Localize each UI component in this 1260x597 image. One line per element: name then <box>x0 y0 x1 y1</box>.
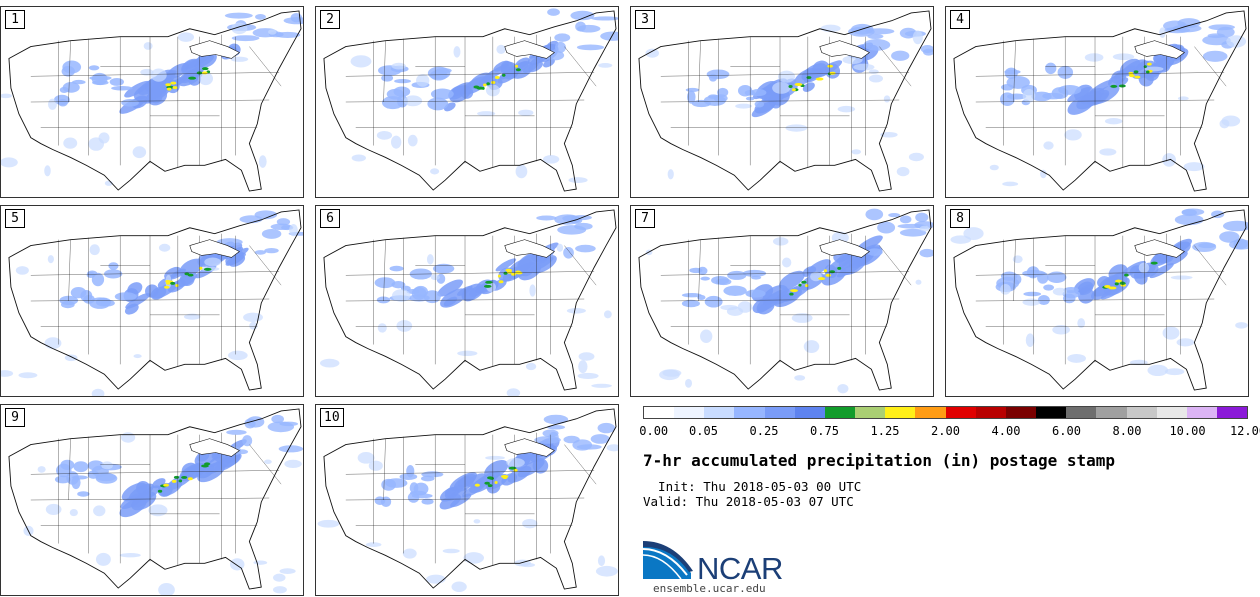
precipitation-map <box>1 206 303 396</box>
precipitation-colorbar <box>643 406 1248 419</box>
colorbar-tick: 0.75 <box>810 424 839 438</box>
precipitation-map <box>946 7 1248 197</box>
colorbar-tick: 10.00 <box>1169 424 1206 438</box>
colorbar-tick: 0.00 <box>639 424 669 438</box>
colorbar-swatch <box>1156 407 1187 418</box>
member-number: 10 <box>320 408 344 427</box>
colorbar-tick: 1.25 <box>870 424 900 438</box>
colorbar-swatch <box>1005 407 1037 418</box>
member-panel-1: 1 <box>0 6 304 198</box>
member-number: 1 <box>5 10 25 29</box>
member-number: 9 <box>5 408 25 427</box>
valid-time: Valid: Thu 2018-05-03 07 UTC <box>643 494 854 509</box>
precipitation-map <box>316 405 618 595</box>
member-panel-3: 3 <box>630 6 934 198</box>
colorbar-tick: 0.25 <box>749 424 779 438</box>
member-panel-2: 2 <box>315 6 619 198</box>
website-url: ensemble.ucar.edu <box>653 582 766 595</box>
colorbar-swatch <box>1096 407 1127 418</box>
colorbar-tick: 6.00 <box>1052 424 1081 438</box>
member-number: 5 <box>5 209 25 228</box>
colorbar-swatch <box>1126 407 1157 418</box>
precipitation-map <box>316 7 618 197</box>
member-panel-6: 6 <box>315 205 619 397</box>
colorbar-swatch <box>915 407 946 418</box>
colorbar-swatch <box>674 407 705 418</box>
member-panel-7: 7 <box>630 205 934 397</box>
member-number: 6 <box>320 209 340 228</box>
colorbar-swatch <box>824 407 856 418</box>
logo-text: NCAR <box>697 551 783 586</box>
colorbar-swatch <box>704 407 735 418</box>
colorbar-swatch <box>1186 407 1217 418</box>
init-time: Init: Thu 2018-05-03 00 UTC <box>643 479 862 494</box>
colorbar-swatch <box>794 407 825 418</box>
colorbar-tick: 4.00 <box>991 424 1021 438</box>
plot-title: 7-hr accumulated precipitation (in) post… <box>643 451 1116 470</box>
member-number: 4 <box>950 10 970 29</box>
colorbar-tick: 2.00 <box>931 424 960 438</box>
colorbar-swatch <box>885 407 916 418</box>
colorbar-swatch <box>855 407 886 418</box>
colorbar-tick: 8.00 <box>1112 424 1142 438</box>
precipitation-map <box>1 7 303 197</box>
member-panel-9: 9 <box>0 404 304 596</box>
precipitation-map <box>946 206 1248 396</box>
colorbar-swatch <box>764 407 795 418</box>
ncar-logo-icon <box>643 541 693 580</box>
member-number: 2 <box>320 10 340 29</box>
colorbar-swatch <box>644 407 675 418</box>
colorbar-swatch <box>975 407 1006 418</box>
precipitation-map <box>1 405 303 595</box>
colorbar-swatch <box>1036 407 1067 418</box>
precipitation-map <box>631 206 933 396</box>
member-panel-10: 10 <box>315 404 619 596</box>
colorbar-swatch <box>1066 407 1097 418</box>
member-panel-8: 8 <box>945 205 1249 397</box>
colorbar-tick: 0.05 <box>689 424 718 438</box>
member-panel-5: 5 <box>0 205 304 397</box>
member-number: 8 <box>950 209 970 228</box>
member-number: 3 <box>635 10 655 29</box>
colorbar-swatch <box>734 407 765 418</box>
colorbar-swatch <box>945 407 976 418</box>
precipitation-map <box>316 206 618 396</box>
colorbar-tick: 12.00 <box>1229 424 1260 438</box>
member-number: 7 <box>635 209 655 228</box>
member-panel-4: 4 <box>945 6 1249 198</box>
colorbar-swatch <box>1216 407 1248 418</box>
precipitation-map <box>631 7 933 197</box>
